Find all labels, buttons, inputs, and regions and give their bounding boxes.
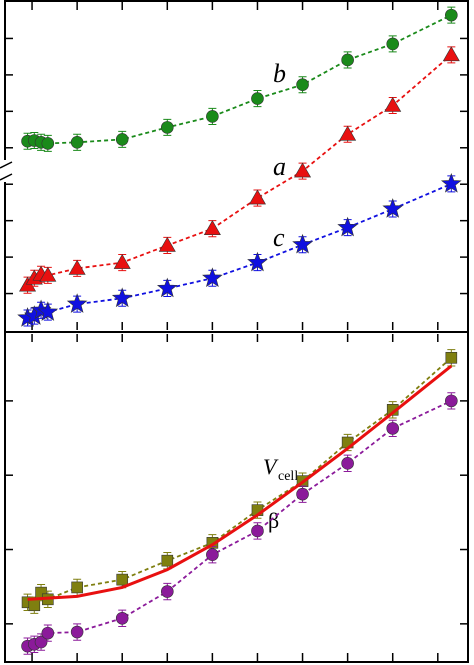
marker <box>156 277 178 298</box>
marker <box>115 611 129 625</box>
annotation: b <box>273 59 286 88</box>
marker <box>203 220 221 235</box>
series-line <box>27 183 452 319</box>
marker <box>384 96 402 112</box>
marker <box>247 251 268 272</box>
marker <box>341 457 354 470</box>
marker <box>445 394 458 408</box>
series-line <box>27 357 452 607</box>
annotation: β <box>268 508 279 533</box>
marker <box>158 236 176 252</box>
marker <box>41 137 55 150</box>
marker <box>341 53 354 67</box>
marker <box>442 46 460 62</box>
marker <box>39 266 57 282</box>
marker <box>116 573 129 586</box>
marker <box>41 626 55 640</box>
annotation: a <box>273 152 286 181</box>
marker <box>115 133 129 146</box>
marker <box>294 162 312 178</box>
annotation: c <box>273 223 285 252</box>
annotation: V <box>263 454 279 479</box>
axis-break-gap <box>0 160 12 182</box>
marker <box>386 37 400 51</box>
marker <box>113 253 131 269</box>
marker <box>445 8 458 22</box>
marker <box>160 585 174 598</box>
marker <box>68 259 86 275</box>
marker <box>34 635 48 649</box>
marker <box>382 198 404 218</box>
marker <box>296 78 309 92</box>
marker <box>296 487 309 501</box>
marker <box>251 92 264 105</box>
marker <box>440 173 462 193</box>
marker <box>386 422 400 435</box>
marker <box>70 136 84 149</box>
series-line <box>27 14 452 145</box>
marker <box>71 581 83 594</box>
annotation-sub: cell <box>278 469 298 484</box>
axis-break <box>0 173 13 181</box>
marker <box>445 351 458 364</box>
marker <box>161 554 174 567</box>
axis-break <box>0 161 13 169</box>
marker <box>251 524 264 538</box>
marker <box>339 125 357 141</box>
marker <box>66 293 88 313</box>
marker <box>292 233 313 254</box>
fit-line <box>27 364 453 601</box>
marker <box>202 267 223 288</box>
series-line <box>26 54 452 286</box>
marker <box>206 110 219 123</box>
marker <box>337 216 358 237</box>
marker <box>70 625 84 639</box>
marker <box>160 121 174 134</box>
marker <box>37 301 59 321</box>
marker <box>248 189 266 205</box>
marker <box>111 287 133 308</box>
marker <box>206 548 219 562</box>
marker <box>28 599 41 612</box>
